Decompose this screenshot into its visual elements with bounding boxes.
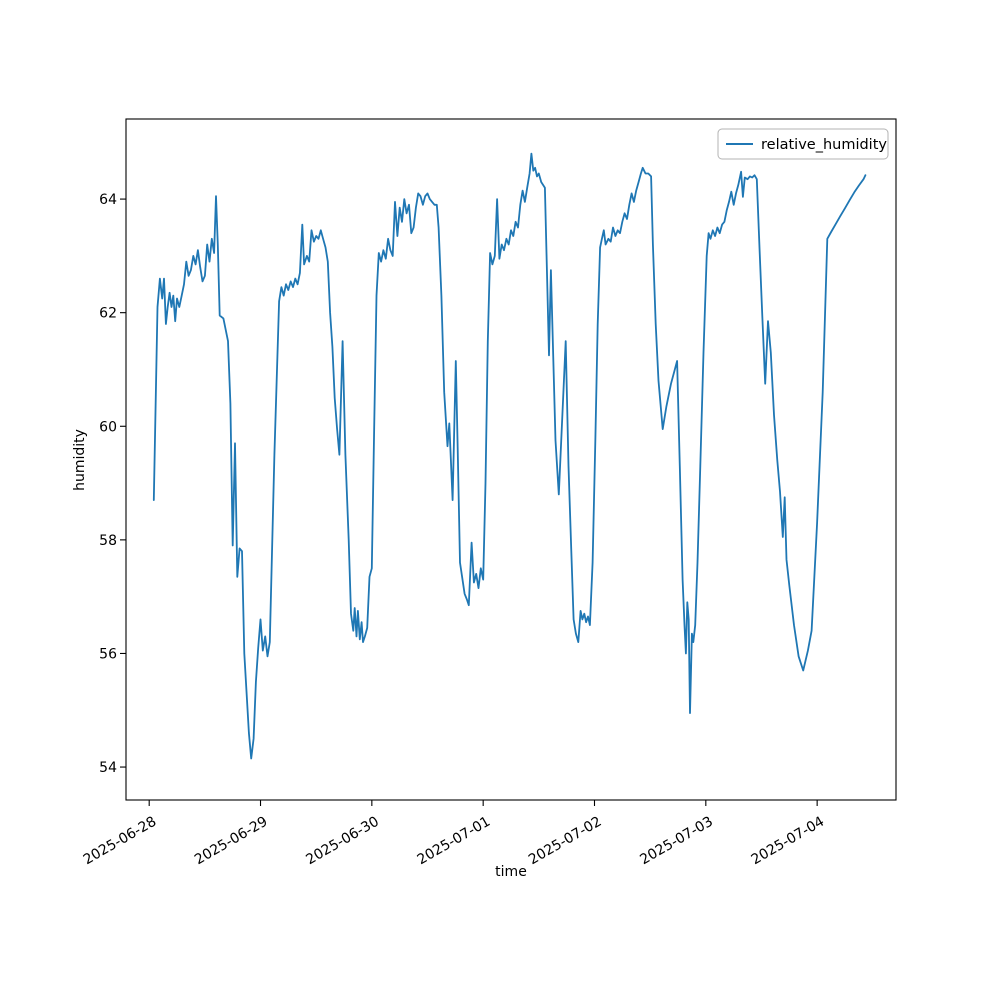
x-tick-label: 2025-07-04	[749, 814, 828, 869]
legend-box	[717, 128, 889, 160]
y-axis-label: humidity	[72, 429, 88, 491]
y-tick-label: 58	[99, 533, 117, 549]
y-tick-label: 62	[99, 306, 117, 322]
y-tick-label: 54	[99, 760, 117, 776]
x-tick-label: 2025-07-02	[526, 814, 604, 869]
x-axis-label: time	[495, 864, 527, 880]
x-tick-label: 2025-07-03	[637, 814, 715, 869]
plot-border	[125, 118, 897, 801]
x-tick-label: 2025-06-28	[81, 814, 159, 869]
axis-ticks	[120, 198, 818, 806]
x-tick-label: 2025-06-29	[192, 814, 270, 869]
y-tick-label: 56	[99, 646, 117, 662]
x-tick-label: 2025-06-30	[303, 814, 381, 869]
series-line-relative-humidity	[152, 152, 867, 760]
y-tick-label: 60	[99, 419, 117, 435]
x-tick-label: 2025-07-01	[415, 814, 493, 869]
y-tick-label: 64	[99, 192, 117, 208]
plot-area	[126, 119, 896, 800]
legend: relative_humidity	[717, 128, 889, 160]
legend-label: relative_humidity	[761, 137, 887, 153]
